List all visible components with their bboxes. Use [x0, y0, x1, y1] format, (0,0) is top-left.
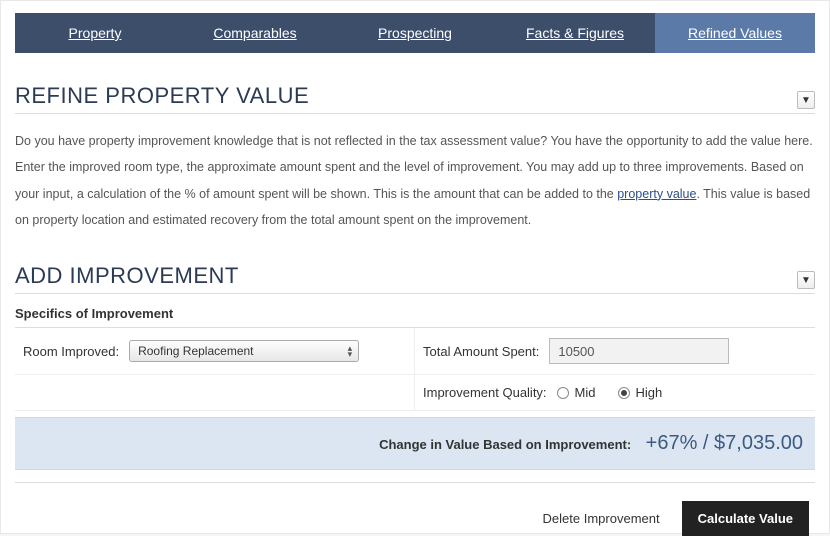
result-bar: Change in Value Based on Improvement: +6…	[15, 417, 815, 470]
radio-icon	[557, 387, 569, 399]
refine-section-header: REFINE PROPERTY VALUE ▼	[15, 83, 815, 114]
quality-mid-option[interactable]: Mid	[557, 385, 596, 400]
refine-collapse-button[interactable]: ▼	[797, 91, 815, 109]
add-improvement-section: ADD IMPROVEMENT ▼ Specifics of Improveme…	[15, 263, 815, 536]
refine-section: REFINE PROPERTY VALUE ▼ Do you have prop…	[15, 83, 815, 233]
quality-mid-label: Mid	[575, 385, 596, 400]
quality-label: Improvement Quality:	[423, 385, 547, 400]
quality-high-label: High	[636, 385, 663, 400]
actions-row: Delete Improvement Calculate Value	[15, 482, 815, 536]
radio-checked-icon	[618, 387, 630, 399]
specifics-subheader: Specifics of Improvement	[15, 306, 815, 328]
tab-bar: Property Comparables Prospecting Facts &…	[15, 13, 815, 53]
room-improved-value: Roofing Replacement	[138, 344, 253, 358]
tab-prospecting[interactable]: Prospecting	[335, 13, 495, 53]
tab-refined-values[interactable]: Refined Values	[655, 13, 815, 53]
page-container: Property Comparables Prospecting Facts &…	[0, 0, 830, 534]
quality-radio-group: Mid High	[557, 385, 663, 400]
amount-spent-input[interactable]	[549, 338, 729, 364]
result-label: Change in Value Based on Improvement:	[379, 437, 631, 452]
tab-facts-figures[interactable]: Facts & Figures	[495, 13, 655, 53]
add-collapse-button[interactable]: ▼	[797, 271, 815, 289]
form-row-quality: Improvement Quality: Mid High	[15, 375, 815, 411]
add-section-header: ADD IMPROVEMENT ▼	[15, 263, 815, 294]
quality-cell: Improvement Quality: Mid High	[415, 375, 815, 410]
refine-description: Do you have property improvement knowled…	[15, 128, 815, 233]
result-value: +67% / $7,035.00	[646, 432, 803, 454]
amount-spent-cell: Total Amount Spent:	[415, 328, 815, 374]
room-improved-label: Room Improved:	[23, 344, 119, 359]
delete-improvement-button[interactable]: Delete Improvement	[543, 511, 660, 526]
tab-property[interactable]: Property	[15, 13, 175, 53]
refine-section-title: REFINE PROPERTY VALUE	[15, 83, 309, 109]
room-improved-select[interactable]: Roofing Replacement ▴▾	[129, 340, 359, 362]
room-improved-cell: Room Improved: Roofing Replacement ▴▾	[15, 328, 415, 374]
amount-spent-label: Total Amount Spent:	[423, 344, 539, 359]
chevron-down-icon: ▼	[801, 275, 811, 286]
quality-empty-cell	[15, 375, 415, 410]
chevron-down-icon: ▼	[801, 95, 811, 106]
updown-icon: ▴▾	[348, 345, 353, 357]
calculate-value-button[interactable]: Calculate Value	[682, 501, 809, 536]
property-value-link[interactable]: property value	[617, 187, 696, 201]
quality-high-option[interactable]: High	[618, 385, 663, 400]
form-row-room-amount: Room Improved: Roofing Replacement ▴▾ To…	[15, 328, 815, 375]
tab-comparables[interactable]: Comparables	[175, 13, 335, 53]
add-section-title: ADD IMPROVEMENT	[15, 263, 239, 289]
